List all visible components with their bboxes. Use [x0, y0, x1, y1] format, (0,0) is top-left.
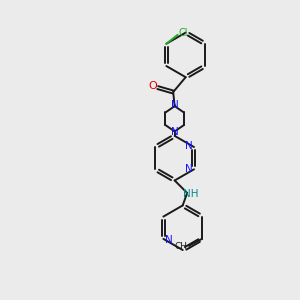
Text: N: N [171, 127, 178, 137]
Text: N: N [171, 100, 178, 110]
Text: N: N [185, 140, 193, 151]
Text: O: O [148, 81, 157, 91]
Text: CH₃: CH₃ [175, 242, 191, 251]
Text: N: N [165, 236, 172, 245]
Text: Cl: Cl [178, 28, 188, 38]
Text: N: N [185, 164, 193, 174]
Text: NH: NH [183, 189, 199, 199]
